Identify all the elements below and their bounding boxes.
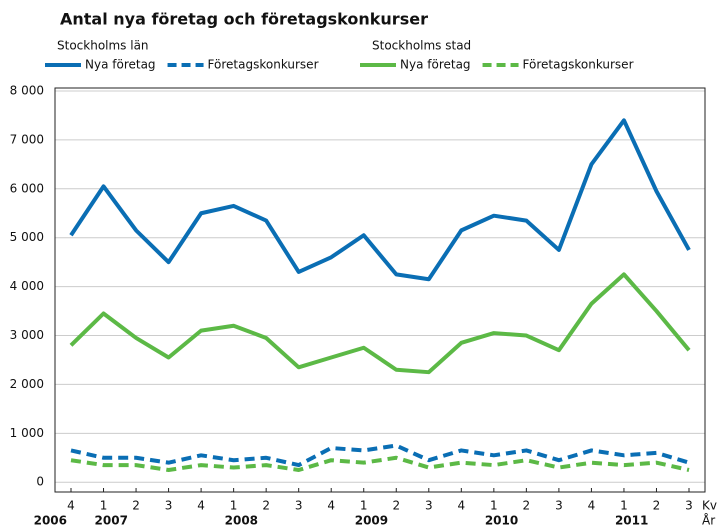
x-tick-label: 3 bbox=[295, 499, 303, 513]
y-tick-label: 7 000 bbox=[10, 132, 44, 146]
x-axis-label: År bbox=[702, 513, 715, 528]
x-tick-label: 1 bbox=[620, 499, 628, 513]
x-tick-label: 2 bbox=[262, 499, 270, 513]
x-tick-label: 2 bbox=[392, 499, 400, 513]
year-label: 2011 bbox=[615, 514, 648, 528]
x-tick-label: 4 bbox=[67, 499, 75, 513]
y-tick-label: 5 000 bbox=[10, 230, 44, 244]
legend-label: Nya företag bbox=[400, 58, 471, 72]
y-tick-label: 6 000 bbox=[10, 181, 44, 195]
x-tick-label: 4 bbox=[457, 499, 465, 513]
x-tick-label: 4 bbox=[588, 499, 596, 513]
x-tick-label: 4 bbox=[327, 499, 335, 513]
year-label: 2010 bbox=[485, 514, 518, 528]
y-tick-label: 4 000 bbox=[10, 279, 44, 293]
legend-label: Nya företag bbox=[85, 58, 156, 72]
y-tick-label: 2 000 bbox=[10, 377, 44, 391]
x-tick-label: 2 bbox=[523, 499, 531, 513]
x-axis-label: Kv bbox=[702, 499, 717, 513]
legend-label: Företagskonkurser bbox=[523, 58, 634, 72]
y-tick-label: 3 000 bbox=[10, 328, 44, 342]
x-tick-label: 3 bbox=[685, 499, 693, 513]
series-line bbox=[69, 272, 691, 375]
year-label: 2007 bbox=[95, 514, 128, 528]
legend-label: Företagskonkurser bbox=[208, 58, 319, 72]
x-tick-label: 3 bbox=[555, 499, 563, 513]
year-label: 2006 bbox=[34, 514, 67, 528]
legend-group-label: Stockholms stad bbox=[372, 39, 471, 53]
y-tick-label: 8 000 bbox=[10, 84, 44, 98]
year-label: 2009 bbox=[355, 514, 388, 528]
legend-group-label: Stockholms län bbox=[57, 39, 149, 53]
x-tick-label: 4 bbox=[197, 499, 205, 513]
year-label: 2008 bbox=[225, 514, 258, 528]
y-tick-label: 0 bbox=[36, 475, 44, 489]
x-tick-label: 3 bbox=[425, 499, 433, 513]
x-tick-label: 1 bbox=[360, 499, 368, 513]
x-tick-label: 1 bbox=[100, 499, 108, 513]
chart-title: Antal nya företag och företagskonkurser bbox=[60, 10, 428, 29]
series-line bbox=[69, 118, 691, 282]
x-tick-label: 1 bbox=[490, 499, 498, 513]
series-line bbox=[70, 443, 690, 468]
x-tick-label: 3 bbox=[165, 499, 173, 513]
x-tick-label: 2 bbox=[132, 499, 140, 513]
series-line bbox=[70, 455, 690, 472]
x-tick-label: 1 bbox=[230, 499, 238, 513]
plot-frame bbox=[54, 87, 706, 493]
x-tick-label: 2 bbox=[653, 499, 661, 513]
y-tick-label: 1 000 bbox=[10, 426, 44, 440]
